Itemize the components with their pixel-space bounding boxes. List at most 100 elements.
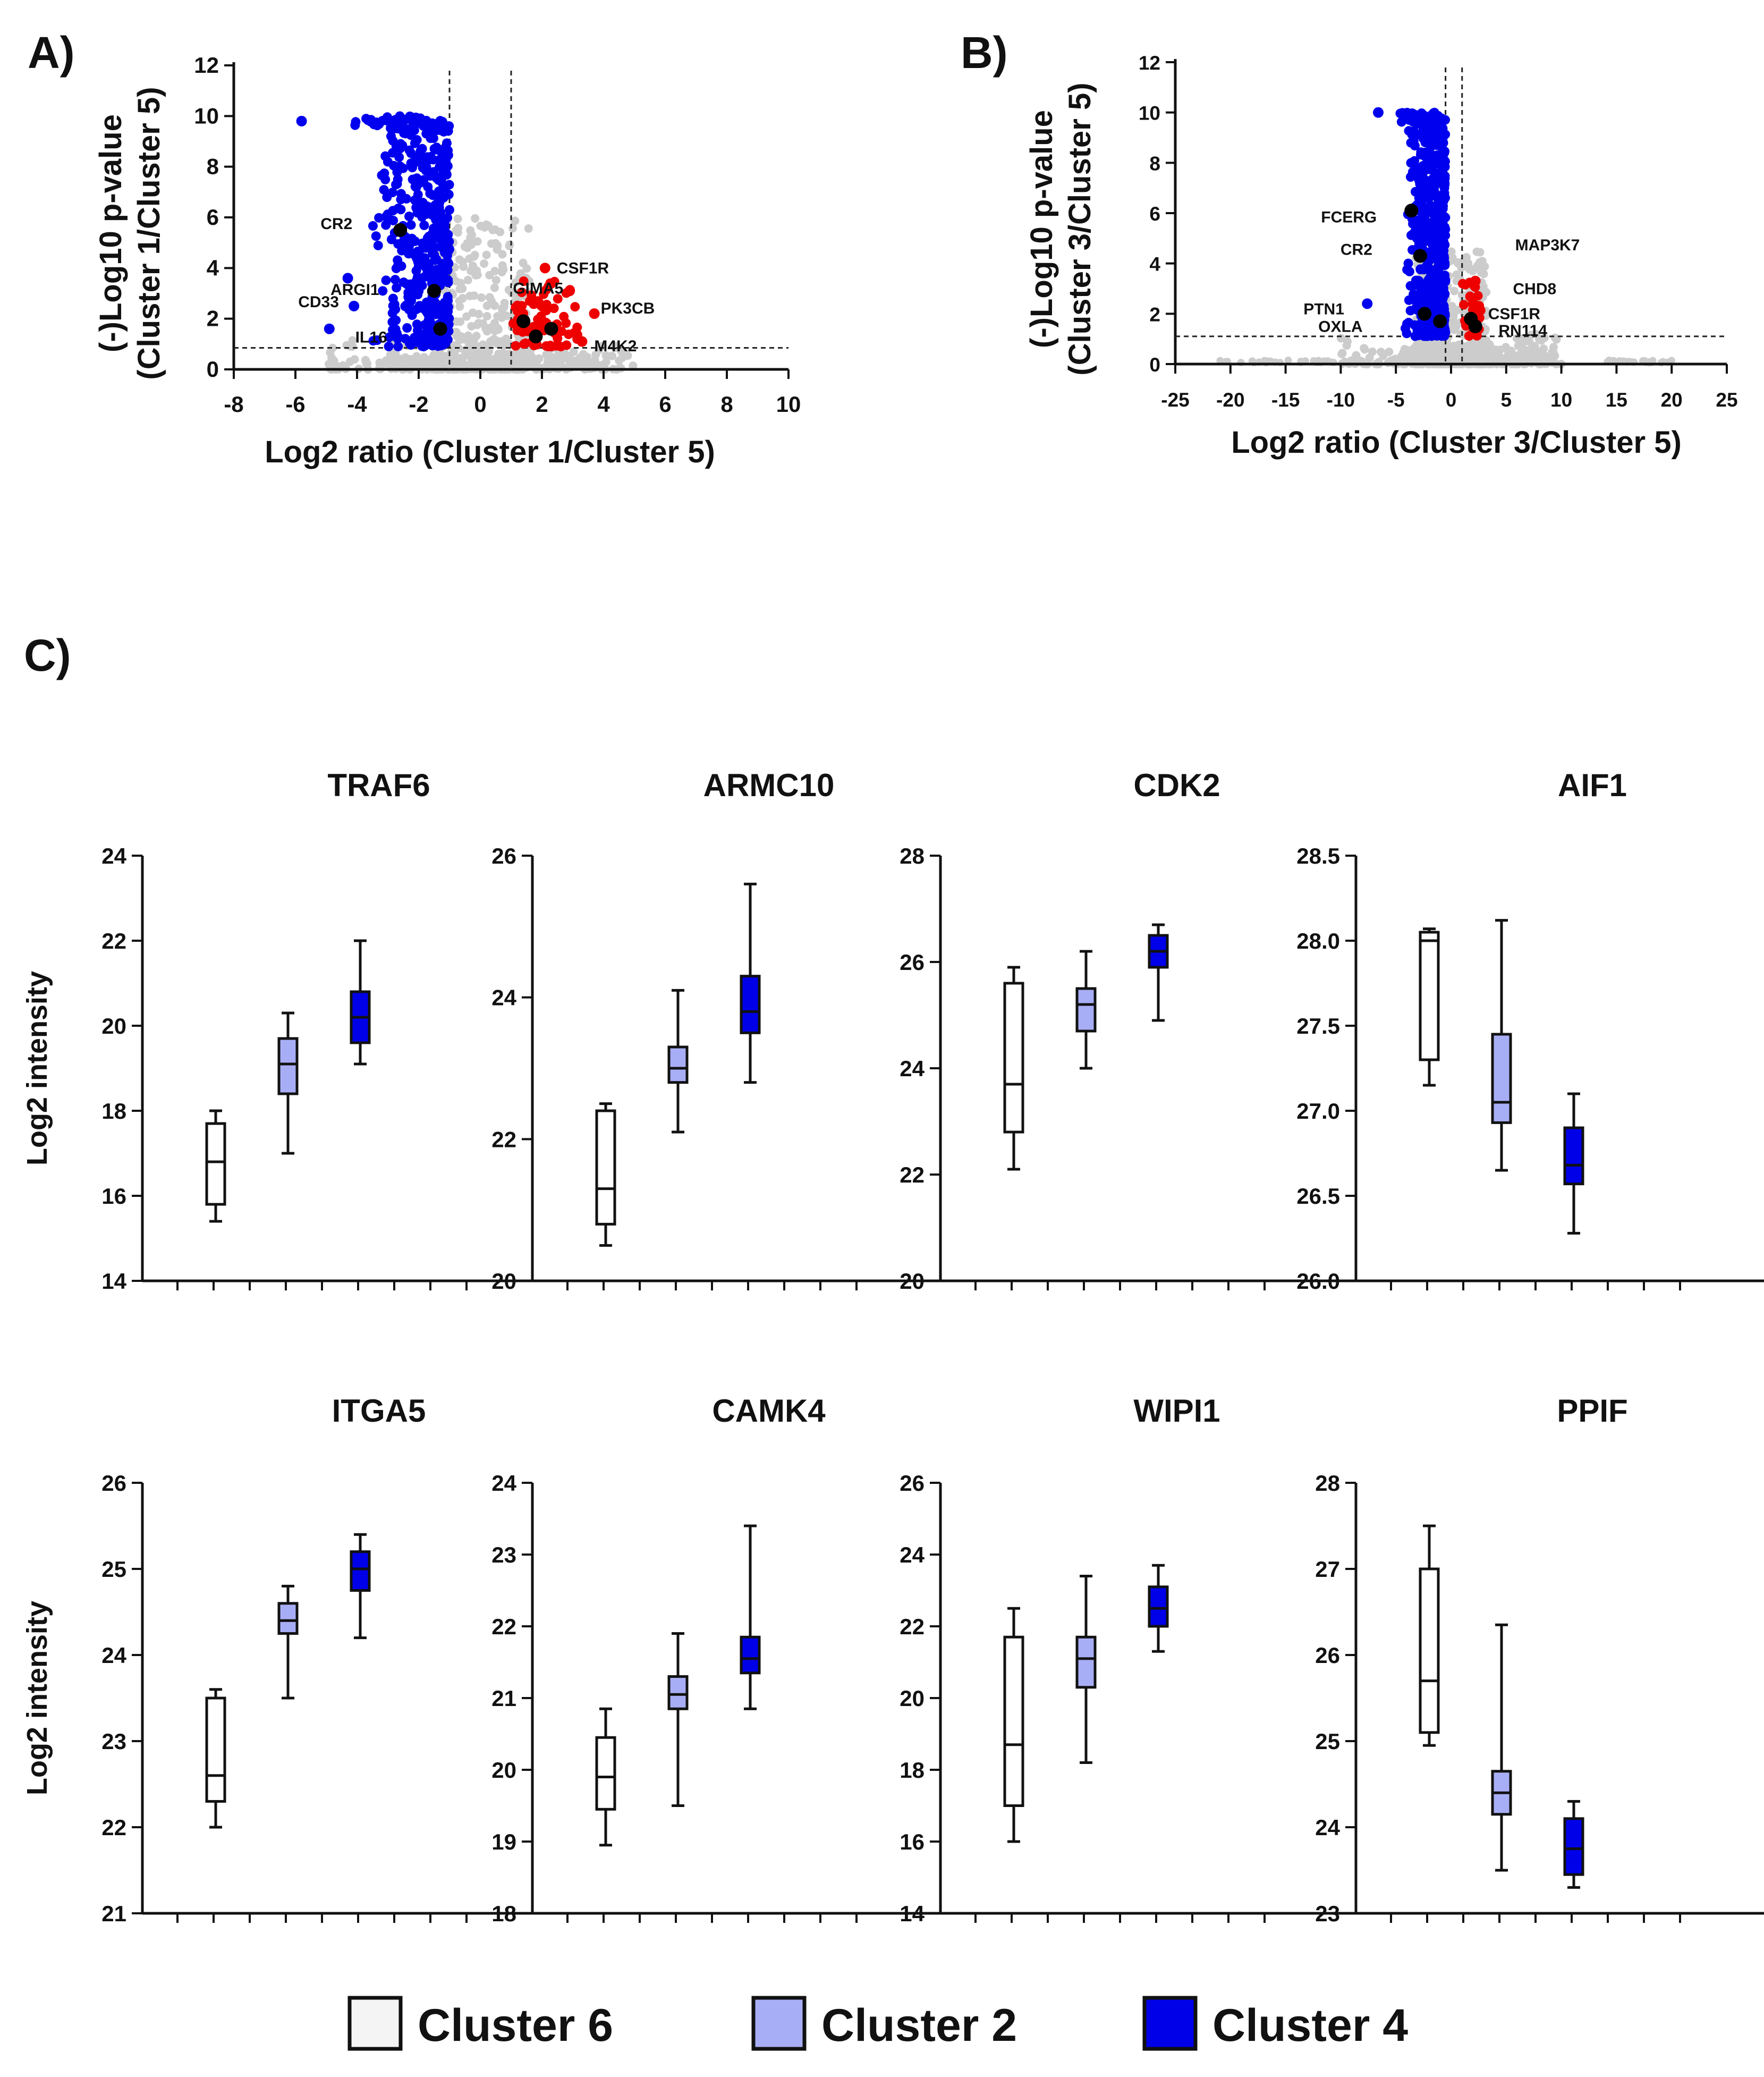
box-cluster-6: [595, 1736, 616, 1811]
down-point: [1426, 254, 1436, 264]
ns-point: [542, 350, 551, 359]
down-point: [409, 174, 419, 184]
ns-point: [448, 350, 457, 359]
x-tick-label: 0: [474, 392, 486, 417]
down-point: [389, 299, 400, 309]
box-plot-armc10: ARMC10 20 22 24 26: [491, 767, 1027, 1294]
down-point: [419, 220, 429, 230]
down-point: [386, 119, 396, 129]
down-point: [381, 212, 391, 222]
down-point: [424, 231, 434, 241]
box-cluster-6: [1003, 982, 1024, 1134]
y-tick-label: 23: [101, 1729, 126, 1754]
y-tick-label: 16: [900, 1829, 925, 1854]
down-point: [1419, 284, 1429, 294]
down-point: [393, 334, 403, 344]
ns-point: [518, 349, 527, 358]
box-cluster-2: [1075, 1635, 1097, 1689]
x-tick-label: 25: [1716, 389, 1737, 411]
down-point: [1403, 258, 1413, 268]
box-plot-title: CDK2: [1133, 767, 1220, 803]
ns-point: [1464, 259, 1473, 268]
data-point: [324, 323, 335, 334]
down-point: [396, 189, 406, 199]
ns-point: [497, 313, 506, 322]
up-point: [512, 325, 522, 335]
ns-point: [470, 250, 479, 259]
down-point: [1438, 227, 1448, 237]
ns-point: [1479, 283, 1488, 292]
ns-point: [345, 357, 354, 366]
down-point: [378, 286, 388, 296]
legend-swatch: [751, 1996, 807, 2051]
x-tick-label: 15: [1606, 389, 1627, 411]
down-point: [1419, 212, 1429, 222]
labeled-point: [1413, 249, 1427, 263]
down-point: [397, 117, 408, 127]
y-tick-label: 24: [101, 1643, 126, 1668]
down-point: [406, 220, 416, 230]
y-tick-label: 10: [194, 103, 219, 128]
down-point: [436, 207, 446, 217]
ns-point: [464, 347, 473, 356]
ns-point: [497, 337, 506, 346]
ns-point: [1530, 342, 1539, 351]
ns-point: [472, 332, 481, 341]
up-point: [553, 294, 563, 304]
box-cluster-4: [740, 1635, 761, 1675]
y-axis-title-line: (-)Log10 p-value: [94, 114, 128, 352]
ns-point: [1475, 248, 1485, 257]
gene-label: CSF1R: [1488, 305, 1541, 323]
down-point: [1428, 151, 1438, 162]
down-point: [436, 215, 446, 225]
down-point: [426, 121, 436, 131]
x-tick-label: -8: [224, 392, 243, 417]
data-point: [544, 322, 558, 336]
down-point: [387, 308, 397, 318]
down-point: [1440, 258, 1450, 268]
down-point: [415, 146, 426, 156]
y-axis-title: Log2 intensity: [21, 1601, 53, 1795]
ns-point: [583, 352, 592, 361]
down-point: [388, 215, 398, 225]
ns-point: [478, 319, 487, 328]
down-point: [428, 133, 438, 143]
box-cluster-2: [1491, 1033, 1512, 1124]
ns-point: [1534, 351, 1544, 360]
ns-point: [467, 322, 476, 331]
down-point: [431, 145, 441, 155]
legend-swatch: [347, 1996, 403, 2051]
ns-point: [476, 222, 485, 231]
ns-point: [524, 224, 533, 233]
y-tick-label: 2: [207, 306, 219, 331]
ns-point: [375, 358, 384, 367]
x-axis-title: Log2 ratio (Cluster 1/Cluster 5): [265, 435, 715, 469]
down-point: [393, 174, 403, 184]
down-point: [1435, 240, 1445, 250]
down-point: [371, 117, 381, 128]
down-point: [428, 190, 438, 200]
up-point: [529, 299, 539, 309]
labeled-point: [427, 284, 441, 298]
down-point: [1439, 331, 1449, 341]
ns-point: [455, 297, 464, 306]
gene-label: ARGI1: [330, 281, 379, 299]
ns-point: [456, 278, 465, 288]
ns-point: [474, 310, 484, 319]
ns-point: [623, 351, 632, 360]
ns-point: [455, 335, 464, 344]
box-cluster-2: [667, 1045, 689, 1084]
labeled-point: [349, 300, 360, 311]
x-tick-label: -4: [347, 392, 367, 417]
down-point: [439, 248, 450, 258]
down-point: [1405, 281, 1415, 291]
down-point: [1411, 116, 1421, 126]
ns-point: [487, 297, 496, 306]
ns-point: [462, 312, 471, 321]
y-tick-label: 24: [900, 1056, 925, 1081]
y-tick-label: 14: [900, 1901, 925, 1926]
ns-point: [1517, 340, 1526, 349]
ns-point: [497, 305, 506, 314]
ns-point: [1477, 268, 1486, 277]
down-point: [1431, 296, 1441, 306]
